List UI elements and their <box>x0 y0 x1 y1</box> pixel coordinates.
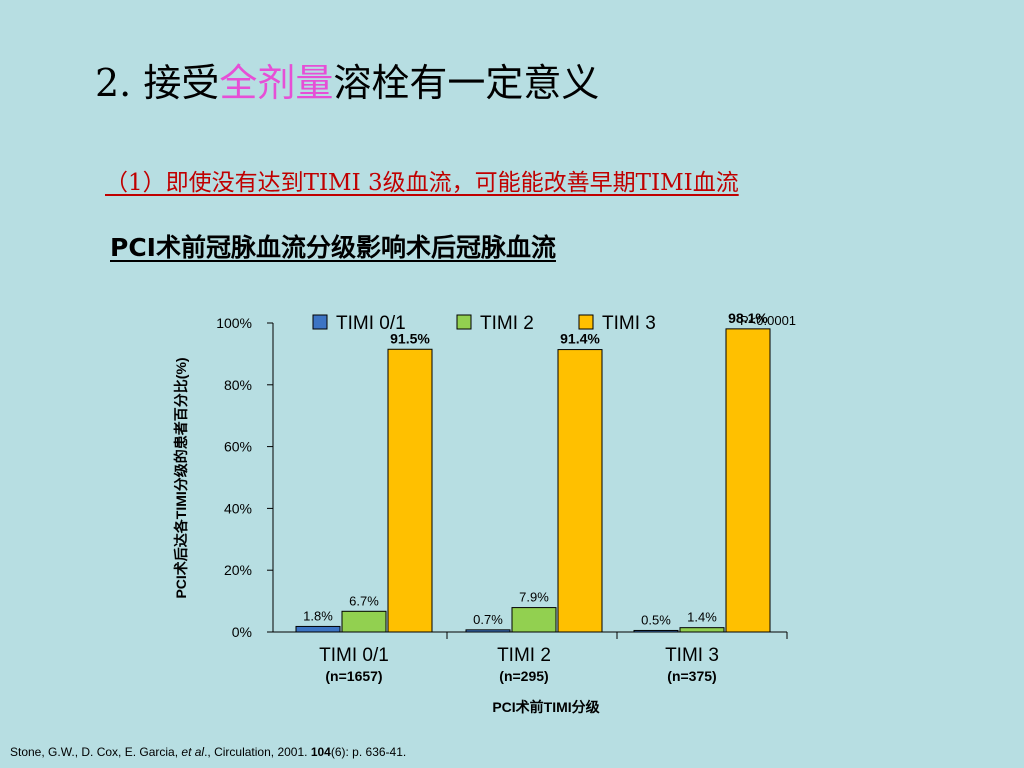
y-tick-label: 80% <box>224 377 252 393</box>
bar-timi2-timi2 <box>511 607 557 633</box>
x-category-sublabel: (n=375) <box>667 668 716 684</box>
x-category-label: TIMI 3 <box>665 645 719 666</box>
slide-subtitle: （1）即使没有达到TIMI 3级血流，可能能改善早期TIMI血流 <box>105 170 739 196</box>
data-label: 7.9% <box>519 590 549 605</box>
data-label: 0.7% <box>473 612 503 627</box>
legend-label: TIMI 3 <box>602 313 656 334</box>
bar-timi2-timi01 <box>465 629 511 633</box>
slide-title: 2. 接受全剂量溶栓有一定意义 <box>95 52 599 107</box>
y-axis-title: PCI术后达各TIMI分级的患者百分比(%) <box>173 357 189 598</box>
citation-etal: et al <box>181 745 205 759</box>
y-tick-label: 20% <box>224 562 252 578</box>
bar-timi2-timi3 <box>557 349 603 633</box>
y-tick-label: 0% <box>232 624 252 640</box>
legend-swatch <box>456 314 472 330</box>
data-label: 0.5% <box>641 612 671 627</box>
y-tick-label: 60% <box>224 439 252 455</box>
citation: Stone, G.W., D. Cox, E. Garcia, et al., … <box>10 745 406 759</box>
y-tick-label: 100% <box>216 315 252 331</box>
bar-timi01-timi3 <box>387 348 433 633</box>
title-prefix: 2. 接受 <box>95 61 220 105</box>
chart-heading: PCI术前冠脉血流分级影响术后冠脉血流 <box>110 233 556 262</box>
bar-timi3-timi2 <box>679 627 725 633</box>
data-label: 6.7% <box>349 593 379 608</box>
data-label: 91.4% <box>560 331 600 347</box>
x-category-sublabel: (n=1657) <box>325 668 382 684</box>
citation-authors: Stone, G.W., D. Cox, E. Garcia, <box>10 745 182 759</box>
x-category-label: TIMI 2 <box>497 645 551 666</box>
p-value-annotation: P<0.0001 <box>740 313 796 328</box>
legend-swatch <box>312 314 328 330</box>
data-label: 98.1% <box>728 310 768 326</box>
y-tick-label: 40% <box>224 500 252 516</box>
bar-timi01-timi2 <box>341 610 387 633</box>
data-label: 91.5% <box>390 330 430 346</box>
x-category-sublabel: (n=295) <box>499 668 548 684</box>
data-label: 1.8% <box>303 608 333 623</box>
x-category-label: TIMI 0/1 <box>319 645 389 666</box>
legend-swatch <box>578 314 594 330</box>
title-suffix: 溶栓有一定意义 <box>333 61 600 105</box>
citation-pages: (6): p. 636-41. <box>330 745 407 759</box>
citation-journal: ., Circulation, 2001. <box>204 745 311 759</box>
data-label: 1.4% <box>687 610 717 625</box>
legend-label: TIMI 2 <box>480 313 534 334</box>
legend-label: TIMI 0/1 <box>336 313 406 334</box>
title-highlight: 全剂量 <box>219 61 334 105</box>
bar-timi01-timi01 <box>295 625 341 633</box>
citation-volume: 104 <box>310 745 331 759</box>
bar-timi3-timi3 <box>725 328 771 633</box>
bar-timi3-timi01 <box>633 629 679 633</box>
x-axis-title: PCI术前TIMI分级 <box>492 699 600 715</box>
